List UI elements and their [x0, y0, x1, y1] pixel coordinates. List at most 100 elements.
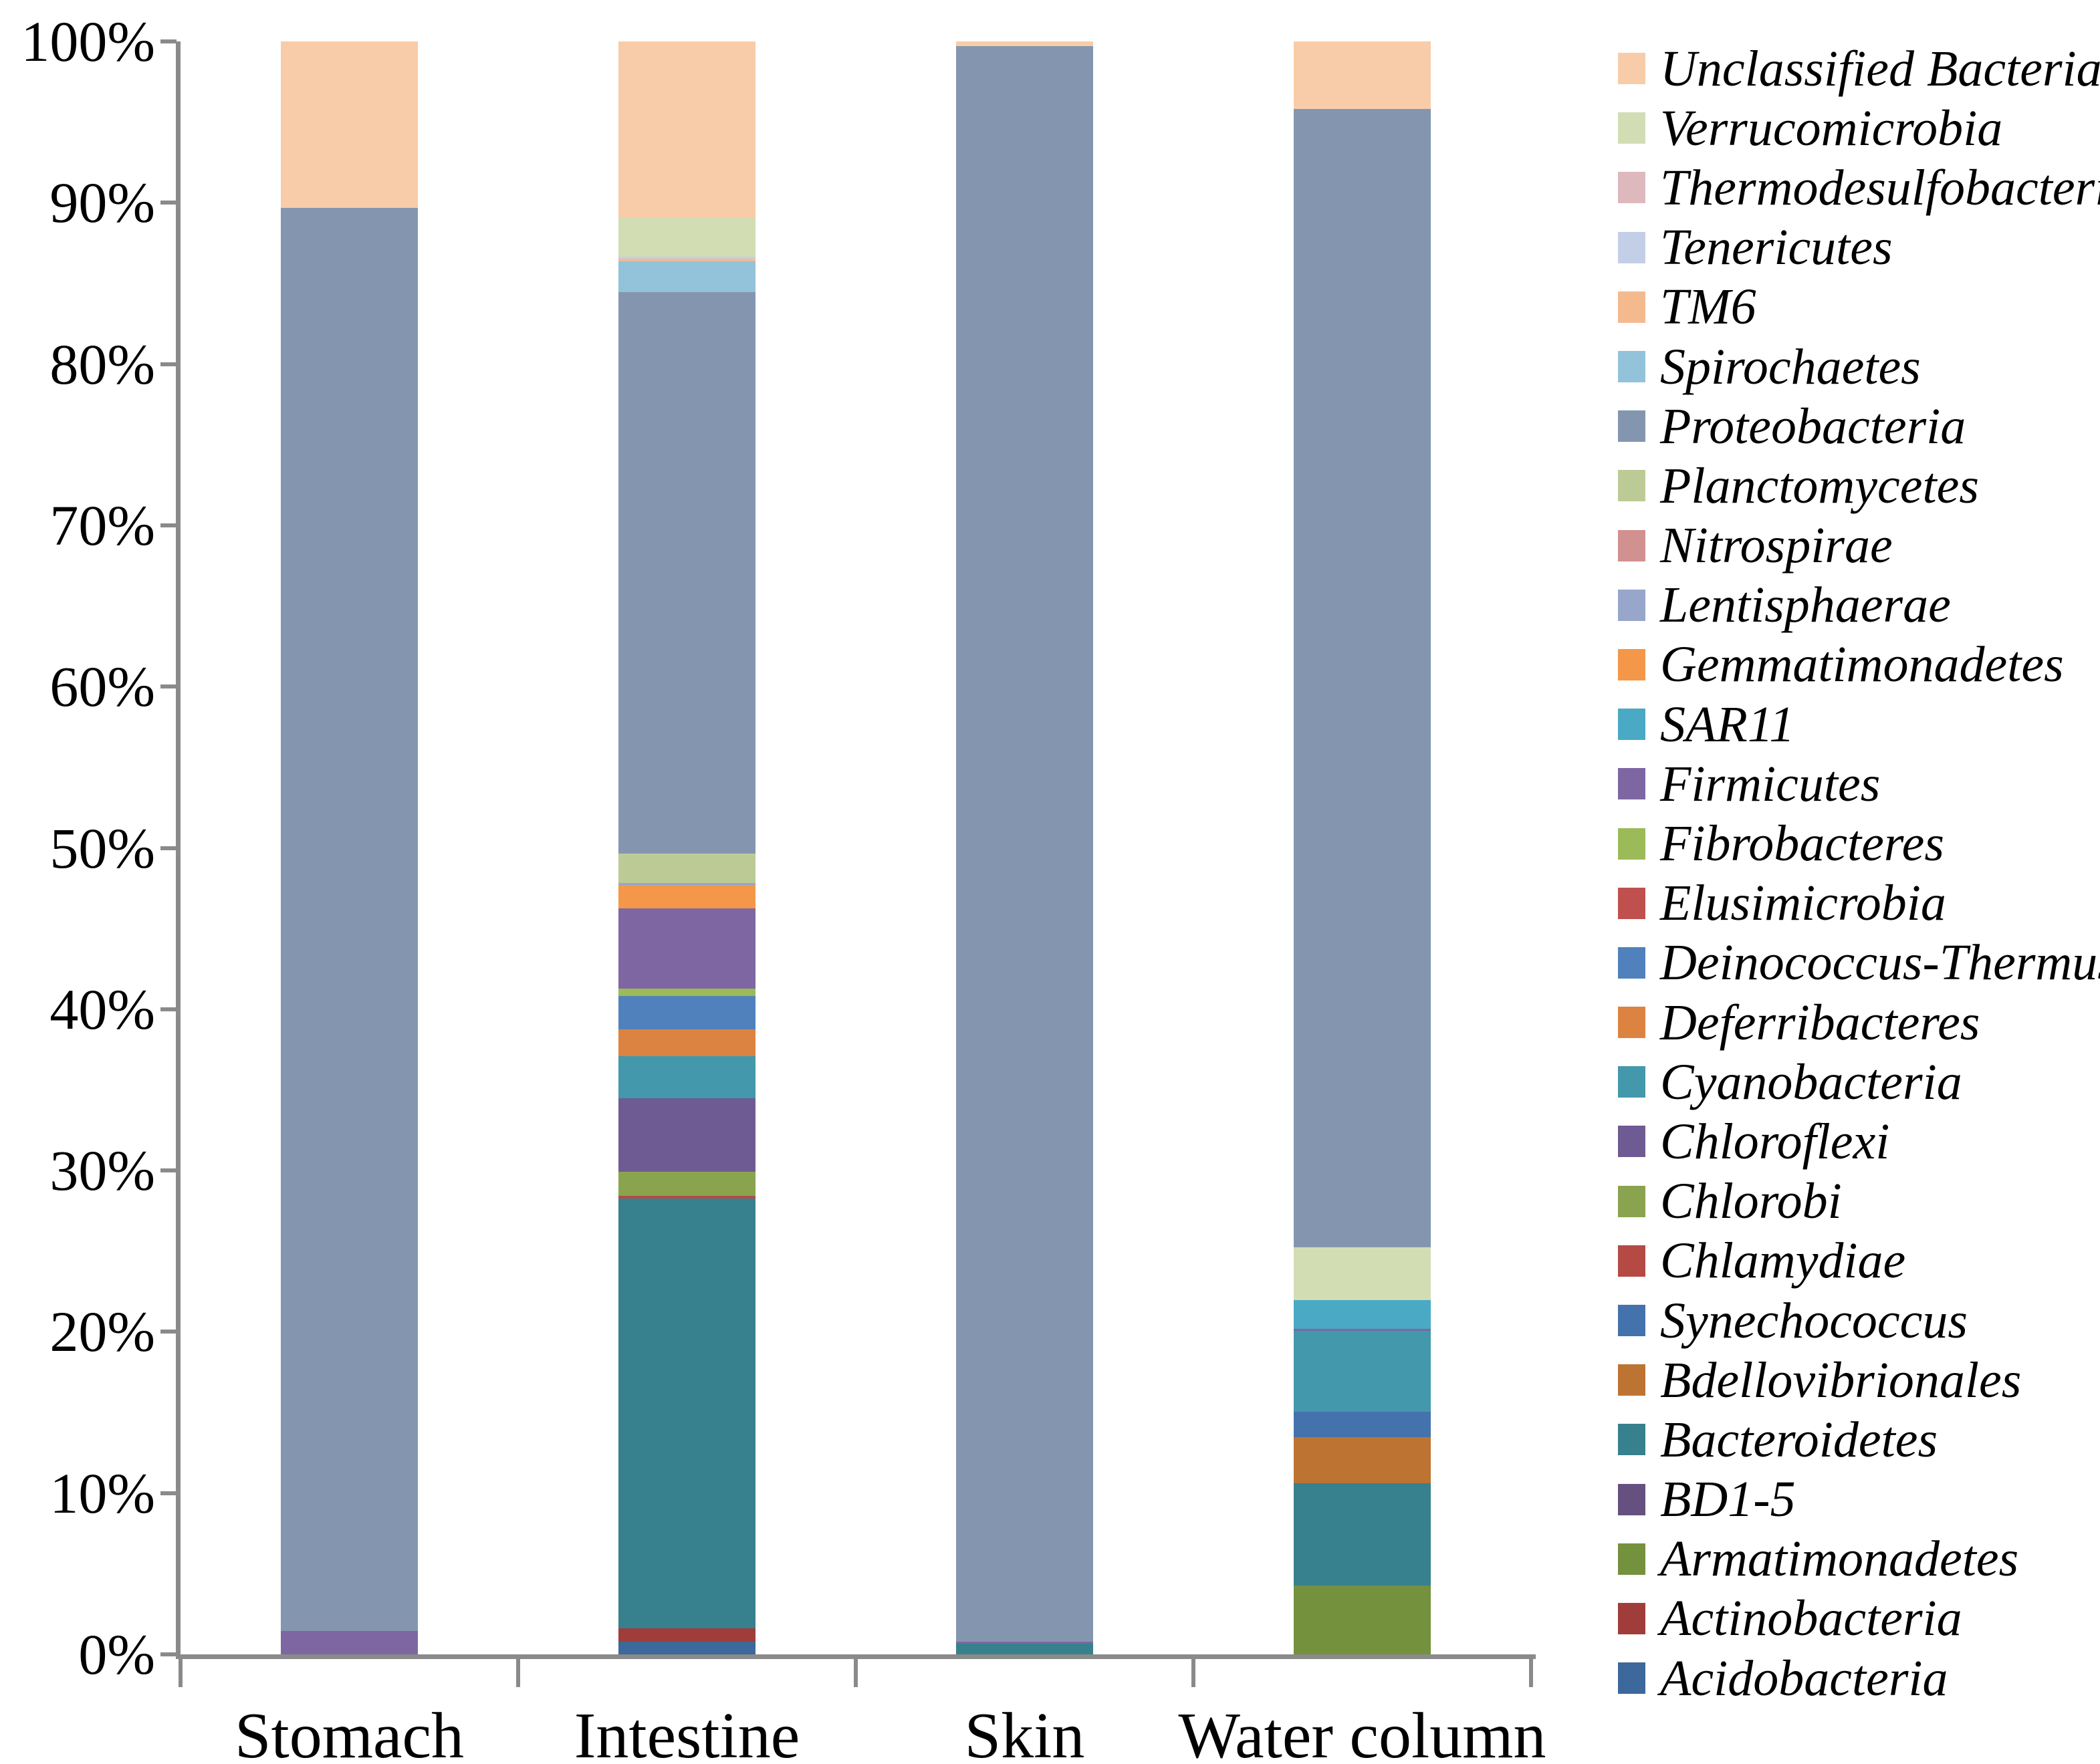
legend-swatch	[1618, 1662, 1645, 1694]
x-tick	[854, 1659, 858, 1687]
legend-label: Synechococcus	[1660, 1292, 1968, 1349]
legend-swatch	[1618, 828, 1645, 860]
legend-item: TM6	[1618, 277, 2100, 337]
legend-label: Chlorobi	[1660, 1173, 1842, 1230]
bar-segment	[956, 41, 1093, 47]
y-tick	[160, 684, 177, 689]
legend-swatch	[1618, 1543, 1645, 1575]
legend-swatch	[1618, 231, 1645, 263]
bar-segment	[618, 261, 755, 292]
y-tick	[160, 39, 177, 43]
bar-segment	[956, 1641, 1093, 1644]
legend-item: Bacteroidetes	[1618, 1410, 2100, 1469]
legend-item: Chlamydiae	[1618, 1231, 2100, 1291]
legend-swatch	[1618, 470, 1645, 502]
legend-item: Deferribacteres	[1618, 993, 2100, 1052]
legend-label: Acidobacteria	[1660, 1650, 1948, 1707]
y-tick-label: 100%	[21, 9, 155, 74]
legend-item: Proteobacteria	[1618, 396, 2100, 456]
bar-segment	[281, 41, 418, 208]
y-tick	[160, 1330, 177, 1334]
bar-segment	[281, 207, 418, 1631]
legend-item: Tenericutes	[1618, 218, 2100, 277]
bar-segment	[618, 1641, 755, 1654]
y-tick-label: 50%	[49, 815, 155, 880]
legend-item: Spirochaetes	[1618, 337, 2100, 396]
bar-segment	[1294, 1437, 1431, 1484]
bar-segment	[618, 908, 755, 989]
bar-segment	[618, 217, 755, 257]
legend-item: Lentisphaerae	[1618, 576, 2100, 635]
x-category-label: Intestine	[574, 1700, 800, 1764]
x-category-label: Skin	[964, 1700, 1085, 1764]
legend-swatch	[1618, 172, 1645, 204]
y-tick	[160, 1652, 177, 1656]
bar-segment	[618, 882, 755, 885]
legend-label: Unclassified Bacteria	[1660, 40, 2100, 97]
legend-swatch	[1618, 709, 1645, 741]
legend-label: Planctomycetes	[1660, 457, 1979, 514]
bar-segment	[1294, 1412, 1431, 1438]
y-tick-label: 0%	[78, 1622, 155, 1686]
y-tick-label: 80%	[49, 332, 155, 396]
y-tick	[160, 201, 177, 205]
legend-label: Chlamydiae	[1660, 1233, 1906, 1289]
legend-label: Deinococcus-Thermus	[1660, 934, 2100, 991]
bar-segment	[618, 884, 755, 908]
bar-segment	[618, 1628, 755, 1642]
bar-stomach	[281, 41, 418, 1654]
bar-segment	[618, 1199, 755, 1628]
legend-label: Chloroflexi	[1660, 1113, 1890, 1170]
legend-swatch	[1618, 1424, 1645, 1456]
bar-segment	[618, 1029, 755, 1057]
legend-label: Tenericutes	[1660, 219, 1893, 276]
legend-item: SAR11	[1618, 695, 2100, 754]
legend-swatch	[1618, 1007, 1645, 1039]
bar-segment	[956, 1643, 1093, 1654]
x-tick	[516, 1659, 520, 1687]
legend-item: Nitrospirae	[1618, 516, 2100, 576]
legend-swatch	[1618, 1305, 1645, 1337]
y-tick-label: 20%	[49, 1299, 155, 1364]
legend-swatch	[1618, 1602, 1645, 1634]
legend-label: Armatimonadetes	[1660, 1531, 2019, 1588]
x-category-label: Water column	[1178, 1700, 1546, 1764]
legend-swatch	[1618, 112, 1645, 144]
legend-item: Armatimonadetes	[1618, 1529, 2100, 1589]
bar-water-column	[1294, 41, 1431, 1654]
legend-item: Fibrobacteres	[1618, 813, 2100, 873]
legend-swatch	[1618, 589, 1645, 621]
legend-label: Bacteroidetes	[1660, 1411, 1938, 1468]
legend-item: Unclassified Bacteria	[1618, 39, 2100, 98]
legend-swatch	[1618, 1185, 1645, 1217]
legend-label: Elusimicrobia	[1660, 875, 1946, 932]
bar-segment	[281, 1631, 418, 1654]
legend-swatch	[1618, 887, 1645, 919]
x-tick	[1529, 1659, 1533, 1687]
legend-label: Spirochaetes	[1660, 338, 1921, 395]
legend-item: Gemmatimonadetes	[1618, 635, 2100, 695]
bar-segment	[1294, 1330, 1431, 1412]
y-tick	[160, 846, 177, 850]
legend-swatch	[1618, 351, 1645, 383]
bar-segment	[1294, 1300, 1431, 1330]
y-tick-label: 10%	[49, 1461, 155, 1525]
bar-segment	[618, 1172, 755, 1196]
legend-label: Gemmatimonadetes	[1660, 636, 2064, 693]
legend-label: Bdellovibrionales	[1660, 1352, 2022, 1408]
legend-label: Proteobacteria	[1660, 398, 1966, 455]
legend-swatch	[1618, 291, 1645, 323]
y-tick-label: 90%	[49, 170, 155, 235]
legend-swatch	[1618, 768, 1645, 800]
legend-item: Deinococcus-Thermus	[1618, 933, 2100, 993]
bar-skin	[956, 41, 1093, 1654]
legend-item: Bdellovibrionales	[1618, 1350, 2100, 1410]
y-tick-label: 70%	[49, 493, 155, 557]
bar-intestine	[618, 41, 755, 1654]
legend-swatch	[1618, 1245, 1645, 1277]
bar-segment	[1294, 41, 1431, 110]
bar-segment	[1294, 1586, 1431, 1654]
legend-label: Verrucomicrobia	[1660, 100, 2003, 156]
legend-label: BD1-5	[1660, 1471, 1796, 1528]
